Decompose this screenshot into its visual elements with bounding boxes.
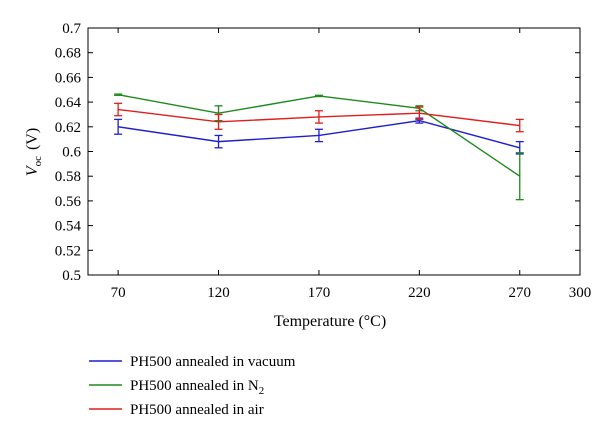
ticks: 70 120 170 220 270 300 0.5 0.52 0.54 0.56 0.58 0.6 0… [55,21,592,301]
y-axis-label-symbol: V [24,164,41,176]
y-tick-label: 0.6 [62,145,81,161]
y-tick-label: 0.68 [55,46,81,62]
axes [87,27,581,276]
y-tick-label: 0.66 [55,70,82,86]
y-tick-label: 0.64 [55,95,82,111]
y-tick-label: 0.7 [62,21,81,37]
legend-label: PH500 annealed in N2 [130,378,264,397]
x-axis-label: Temperature (°C) [274,313,386,330]
y-axis-label: Voc (V) [24,128,44,176]
error-bar [114,102,123,117]
error-bar [314,94,323,98]
error-bar [214,113,223,130]
x-tick-label: 270 [509,285,532,301]
y-tick-label: 0.5 [62,268,81,284]
error-bar [314,128,323,143]
y-tick-label: 0.62 [55,120,81,136]
error-bar [314,110,323,124]
x-tick-label: 70 [111,285,126,301]
error-bar [214,134,223,149]
x-tick-label: 220 [408,285,431,301]
y-tick-label: 0.58 [55,169,81,185]
legend-label: PH500 annealed in vacuum [130,354,296,370]
y-tick-label: 0.56 [55,194,82,210]
error-bars [114,93,524,201]
x-tick-label: 120 [207,285,230,301]
error-bar [415,106,424,121]
legend-label: PH500 annealed in air [130,402,264,418]
error-bar [515,152,524,201]
x-tick-label: 300 [569,285,592,301]
error-bar [114,118,123,135]
x-tick-label: 170 [308,285,331,301]
y-tick-label: 0.54 [55,219,82,235]
y-tick-label: 0.52 [55,243,81,259]
plot-frame [87,27,581,276]
y-axis-label-unit: (V) [24,128,41,150]
legend: PH500 annealed in vacuum PH500 annealed i… [89,354,296,418]
y-axis-label-subscript: oc [32,156,44,167]
error-bar [515,118,524,133]
error-bar [114,93,123,96]
